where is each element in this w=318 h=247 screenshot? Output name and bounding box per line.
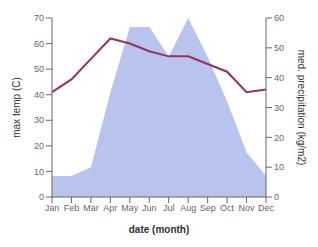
svg-text:40: 40 <box>274 73 284 83</box>
svg-text:20: 20 <box>34 141 44 151</box>
svg-text:10: 10 <box>34 167 44 177</box>
svg-text:30: 30 <box>34 115 44 125</box>
svg-text:Jul: Jul <box>163 203 175 213</box>
svg-text:0: 0 <box>274 192 279 202</box>
svg-text:40: 40 <box>34 90 44 100</box>
svg-text:60: 60 <box>274 13 284 23</box>
svg-text:Sep: Sep <box>200 203 216 213</box>
svg-text:Dec: Dec <box>258 203 275 213</box>
svg-text:med. precipitation (kg/m2): med. precipitation (kg/m2) <box>296 50 307 166</box>
svg-text:Feb: Feb <box>64 203 80 213</box>
svg-text:Oct: Oct <box>220 203 235 213</box>
svg-text:Apr: Apr <box>103 203 117 213</box>
svg-text:May: May <box>121 203 139 213</box>
svg-text:70: 70 <box>34 13 44 23</box>
svg-text:30: 30 <box>274 103 284 113</box>
svg-text:Nov: Nov <box>239 203 256 213</box>
svg-text:max temp (C): max temp (C) <box>11 77 22 138</box>
svg-text:10: 10 <box>274 162 284 172</box>
svg-text:0: 0 <box>39 192 44 202</box>
svg-text:60: 60 <box>34 39 44 49</box>
svg-text:50: 50 <box>274 43 284 53</box>
svg-text:Aug: Aug <box>180 203 196 213</box>
svg-text:Jan: Jan <box>45 203 60 213</box>
svg-text:Mar: Mar <box>83 203 99 213</box>
svg-text:date (month): date (month) <box>129 224 190 235</box>
svg-text:Jun: Jun <box>142 203 157 213</box>
svg-text:20: 20 <box>274 133 284 143</box>
svg-text:50: 50 <box>34 64 44 74</box>
